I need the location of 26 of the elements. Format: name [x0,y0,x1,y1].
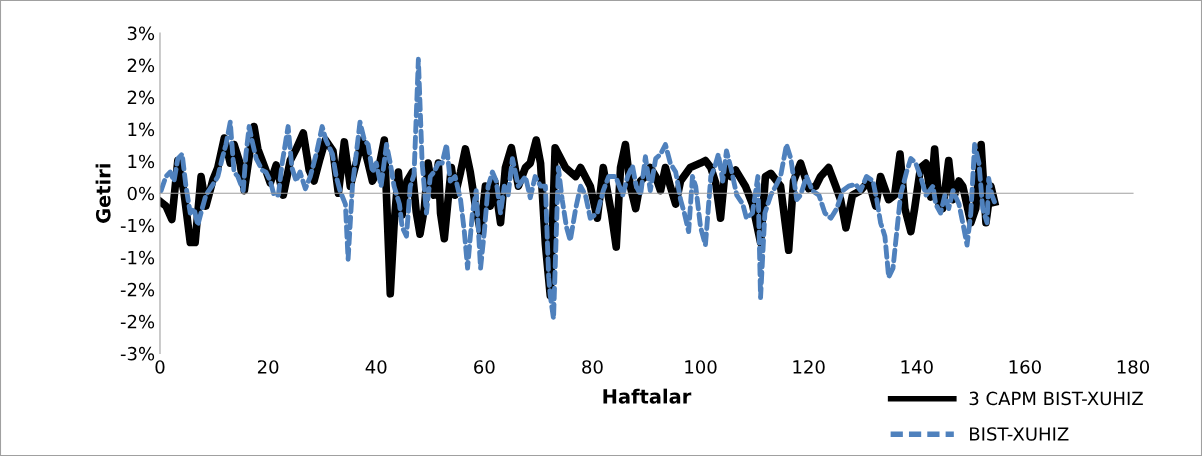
legend-label: 3 CAPM BIST-XUHIZ [969,391,1143,406]
y-tick-label: -2% [120,314,155,329]
y-tick-label: 0% [127,186,155,201]
x-tick-label: 160 [1009,360,1041,374]
x-tick-label: 40 [365,360,387,374]
y-tick-label: -1% [120,250,155,265]
x-tick-label: 0 [155,360,165,374]
y-tick-label: 2% [127,90,155,105]
y-tick-label: -3% [120,346,155,361]
x-tick-label: 80 [582,360,603,374]
y-tick-label: -2% [120,282,155,297]
x-axis-title: Haftalar [603,388,692,404]
line-series [159,56,998,322]
x-tick-label: 140 [901,360,933,374]
y-tick-label: 2% [127,58,155,73]
x-tick-label: 20 [257,360,279,374]
x-tick-label: 180 [1117,360,1150,374]
x-tick-label: 100 [685,360,717,374]
y-axis-title: Getiri [95,164,111,223]
y-tick-label: 1% [128,122,155,137]
y-tick-label: 1% [128,154,155,169]
y-tick-label: 3% [127,26,155,41]
x-tick-label: 60 [474,360,495,374]
y-tick-label: -1% [120,218,155,233]
x-tick-label: 120 [793,360,825,374]
legend-label: BIST-XUHIZ [970,427,1069,441]
